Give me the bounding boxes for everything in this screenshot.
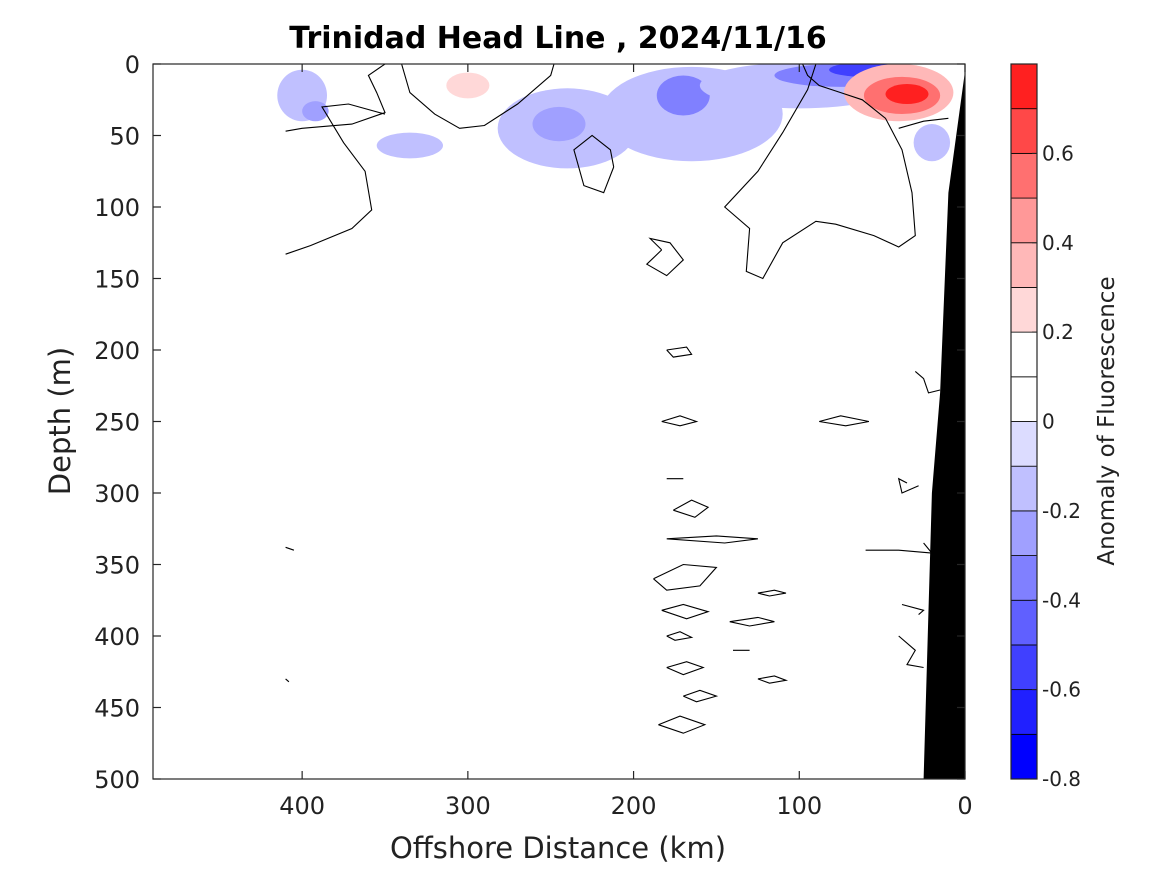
colorbar-tick-label: 0 (1042, 410, 1055, 434)
anomaly-patch (656, 75, 710, 116)
colorbar-segment (1010, 152, 1038, 199)
contour-line (897, 477, 919, 494)
bathymetry (923, 71, 965, 779)
colorbar-tick-label: -0.8 (1042, 767, 1081, 791)
contour-line (914, 370, 941, 394)
anomaly-patch (376, 132, 443, 159)
contour-line (666, 631, 694, 641)
anomaly-patch (288, 142, 339, 186)
contour-line (865, 542, 934, 554)
chart-title: Trinidad Head Line , 2024/11/16 (289, 21, 826, 56)
colorbar-tick-label: 0.4 (1042, 231, 1074, 255)
contour-line (285, 64, 386, 132)
x-tick-label: 0 (957, 792, 972, 820)
colorbar-segment (1010, 689, 1038, 735)
contour-line (666, 346, 693, 358)
anomaly-patch (532, 106, 586, 142)
colorbar-segment (1010, 733, 1038, 780)
contour-line (285, 103, 386, 255)
colorbar-segment (1010, 108, 1038, 154)
colorbar-tick-label: -0.2 (1042, 499, 1081, 523)
contour-line (645, 237, 685, 277)
colorbar-segment (1010, 599, 1038, 646)
contour-line (285, 678, 290, 683)
x-axis: 400 300 200 100 0 (279, 64, 973, 820)
y-tick-label: 500 (94, 766, 140, 794)
colorbar-segment (1010, 465, 1038, 512)
colorbar-segment (1010, 510, 1038, 556)
contour-line (661, 603, 710, 620)
colorbar-segment (1010, 555, 1038, 601)
y-tick-label: 450 (94, 695, 140, 723)
contour-line (666, 535, 758, 544)
contour-line (723, 64, 916, 280)
y-tick-label: 50 (109, 123, 140, 151)
contour-line (819, 415, 870, 427)
colorbar-segment (1010, 376, 1038, 422)
y-tick-label: 0 (125, 51, 140, 79)
contour-line (757, 675, 789, 684)
contour-line (729, 616, 775, 627)
x-tick-label: 400 (279, 792, 325, 820)
y-tick-label: 400 (94, 623, 140, 651)
contour-line (901, 603, 925, 616)
y-tick-label: 150 (94, 266, 140, 294)
contour-line (673, 499, 710, 518)
y-tick-label: 300 (94, 480, 140, 508)
y-axis-label: Depth (m) (43, 347, 77, 495)
contour-line (285, 546, 295, 551)
contour-line (898, 117, 949, 129)
contour-line (898, 635, 924, 669)
colorbar-segment (1010, 287, 1038, 333)
seafloor (923, 71, 965, 779)
colorbar-segment (1010, 421, 1038, 467)
colorbar-tick-label: 0.2 (1042, 320, 1074, 344)
x-tick-label: 300 (445, 792, 491, 820)
contour-line (757, 589, 787, 597)
contour-line (573, 134, 615, 194)
colorbar: -0.8 -0.6 -0.4 -0.2 0 0.2 0.4 0.6 (1010, 63, 1081, 791)
contour-line (683, 689, 719, 703)
contour-line (661, 415, 699, 427)
y-tick-label: 200 (94, 337, 140, 365)
anomaly-patch (302, 101, 329, 122)
colorbar-segment (1010, 197, 1038, 244)
contour-line (401, 64, 555, 129)
contour-line (653, 563, 718, 591)
colorbar-label: Anomaly of Fluorescence (1094, 276, 1120, 565)
anomaly-patch (809, 128, 856, 149)
x-tick-label: 200 (611, 792, 657, 820)
y-tick-label: 350 (94, 552, 140, 580)
anomaly-patch (913, 124, 951, 162)
x-tick-label: 100 (776, 792, 822, 820)
anomaly-patch (885, 84, 929, 105)
y-tick-label: 250 (94, 409, 140, 437)
colorbar-segment (1010, 242, 1038, 288)
y-axis: 0 50 100 150 200 250 300 350 400 450 500 (94, 51, 965, 794)
y-tick-label: 100 (94, 194, 140, 222)
colorbar-tick-label: 0.6 (1042, 141, 1074, 165)
x-axis-label: Offshore Distance (km) (390, 831, 726, 865)
zero-contours (285, 64, 949, 734)
colorbar-segment (1010, 644, 1038, 691)
plot-background (153, 64, 965, 779)
colorbar-tick-label: -0.4 (1042, 588, 1081, 612)
colorbar-segment (1010, 331, 1038, 378)
contour-line (658, 715, 707, 734)
colorbar-tick-label: -0.6 (1042, 678, 1081, 702)
plot-area (152, 63, 966, 780)
anomaly-patch (446, 72, 490, 99)
contour-line (666, 661, 705, 676)
colorbar-segment (1010, 63, 1038, 110)
